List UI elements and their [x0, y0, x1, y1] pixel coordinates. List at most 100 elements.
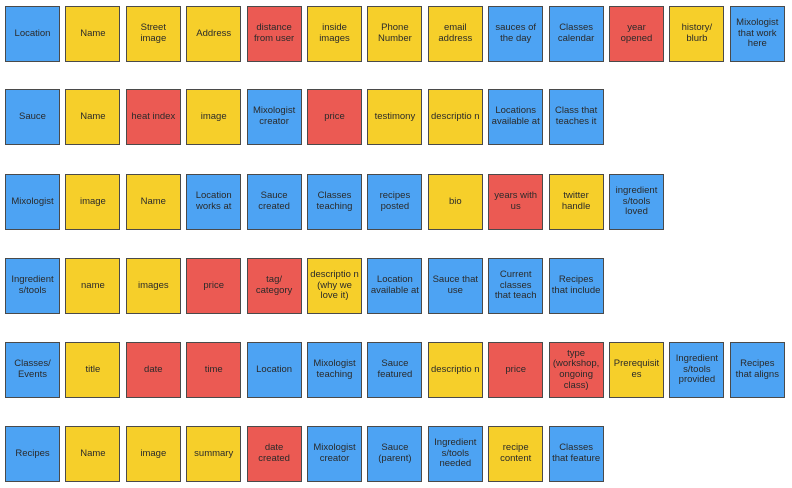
card-label: image	[140, 447, 167, 459]
attribute-card: Locations available at	[488, 89, 544, 145]
attribute-card: Ingredient s/tools provided	[669, 342, 725, 398]
attribute-card: Sauce created	[246, 174, 302, 230]
entity-card: Mixologist	[5, 174, 60, 230]
card-label: heat index	[131, 110, 176, 122]
card-label: Mixologist	[11, 195, 54, 207]
card-label: history/ blurb	[681, 22, 713, 44]
card-label: inside images	[319, 22, 350, 44]
card-label: date created	[258, 442, 290, 464]
card-label: Sauce (parent)	[378, 442, 412, 464]
attribute-card: descriptio n	[427, 342, 483, 398]
attribute-card: recipe content	[488, 426, 544, 482]
attribute-card: Mixologist teaching	[307, 342, 362, 398]
attribute-card: history/ blurb	[669, 6, 725, 62]
card-label: Mixologist that work here	[736, 17, 779, 50]
entity-card: Ingredient s/tools	[5, 258, 60, 314]
attribute-card: price	[307, 89, 362, 145]
card-label: Recipes that aligns	[735, 358, 779, 380]
attribute-card: Sauce that use	[427, 258, 483, 314]
card-label: type (workshop, ongoing class)	[552, 347, 600, 391]
card-label: title	[85, 363, 101, 375]
attribute-card: Mixologist creator	[246, 89, 302, 145]
card-label: Name	[80, 447, 106, 459]
card-label: Classes that feature	[552, 442, 601, 464]
card-label: email address	[438, 22, 473, 44]
card-label: sauces of the day	[495, 22, 537, 44]
card-label: image	[79, 195, 106, 207]
card-label: Ingredient s/tools needed	[434, 437, 477, 470]
card-label: Prerequisit es	[613, 358, 660, 380]
card-label: Name	[80, 27, 106, 39]
attribute-card: image	[125, 426, 181, 482]
card-label: ingredient s/tools loved	[615, 185, 658, 218]
attribute-card: Location	[246, 342, 302, 398]
attribute-card: image	[186, 89, 242, 145]
card-label: Mixologist creator	[252, 105, 296, 127]
attribute-card: ingredient s/tools loved	[609, 174, 664, 230]
card-label: price	[324, 110, 345, 122]
card-label: time	[204, 363, 223, 375]
card-label: Location available at	[370, 274, 419, 296]
card-label: twitter handle	[561, 190, 591, 212]
card-label: image	[200, 110, 227, 122]
card-label: price	[203, 279, 224, 291]
attribute-card: price	[186, 258, 242, 314]
attribute-card: Name	[65, 6, 121, 62]
card-label: price	[505, 363, 526, 375]
card-label: recipe content	[500, 442, 532, 464]
card-label: descriptio n	[431, 363, 480, 375]
card-label: years with us	[494, 190, 538, 212]
attribute-card: heat index	[125, 89, 181, 145]
attribute-card: recipes posted	[367, 174, 423, 230]
attribute-card: Sauce featured	[367, 342, 423, 398]
attribute-card: Current classes that teach	[488, 258, 544, 314]
card-label: year opened	[620, 22, 653, 44]
card-label: Sauce that use	[432, 274, 478, 296]
attribute-card: Location works at	[186, 174, 242, 230]
card-label: Class that teaches it	[554, 105, 598, 127]
attribute-card: summary	[186, 426, 242, 482]
attribute-card: year opened	[609, 6, 664, 62]
attribute-card: Classes calendar	[548, 6, 604, 62]
card-label: Location	[256, 363, 293, 375]
card-label: Address	[196, 27, 232, 39]
card-label: Mixologist teaching	[313, 358, 356, 380]
attribute-card: date	[125, 342, 181, 398]
attribute-card: Address	[186, 6, 242, 62]
attribute-card: bio	[427, 174, 483, 230]
attribute-card: Name	[65, 426, 121, 482]
card-label: Locations available at	[491, 105, 540, 127]
card-label: distance from user	[254, 22, 295, 44]
attribute-card: Classes that feature	[548, 426, 604, 482]
card-label: testimony	[374, 110, 416, 122]
card-label: Sauce featured	[377, 358, 413, 380]
attribute-card: price	[488, 342, 544, 398]
attribute-card: Prerequisit es	[609, 342, 664, 398]
entity-card: Classes/ Events	[5, 342, 60, 398]
attribute-card: Name	[125, 174, 181, 230]
attribute-card: tag/ category	[246, 258, 302, 314]
card-label: Sauce	[19, 110, 46, 122]
card-label: Ingredient s/tools	[11, 274, 54, 296]
attribute-card: Class that teaches it	[548, 89, 604, 145]
card-label: summary	[194, 447, 234, 459]
card-label: Classes/ Events	[14, 358, 51, 380]
card-label: Name	[80, 110, 106, 122]
attribute-card: type (workshop, ongoing class)	[548, 342, 604, 398]
attribute-card: Sauce (parent)	[367, 426, 423, 482]
card-label: date	[144, 363, 163, 375]
attribute-card: Mixologist that work here	[729, 6, 785, 62]
attribute-card: distance from user	[246, 6, 302, 62]
card-label: Location	[14, 27, 51, 39]
card-label: Mixologist creator	[313, 442, 356, 464]
attribute-card: email address	[427, 6, 483, 62]
attribute-card: Recipes that include	[548, 258, 604, 314]
attribute-card: time	[186, 342, 242, 398]
card-label: tag/ category	[255, 274, 293, 296]
card-label: Street image	[140, 22, 167, 44]
attribute-card: Mixologist creator	[307, 426, 362, 482]
card-label: Classes calendar	[557, 22, 595, 44]
attribute-card: testimony	[367, 89, 423, 145]
card-label: bio	[448, 195, 462, 207]
